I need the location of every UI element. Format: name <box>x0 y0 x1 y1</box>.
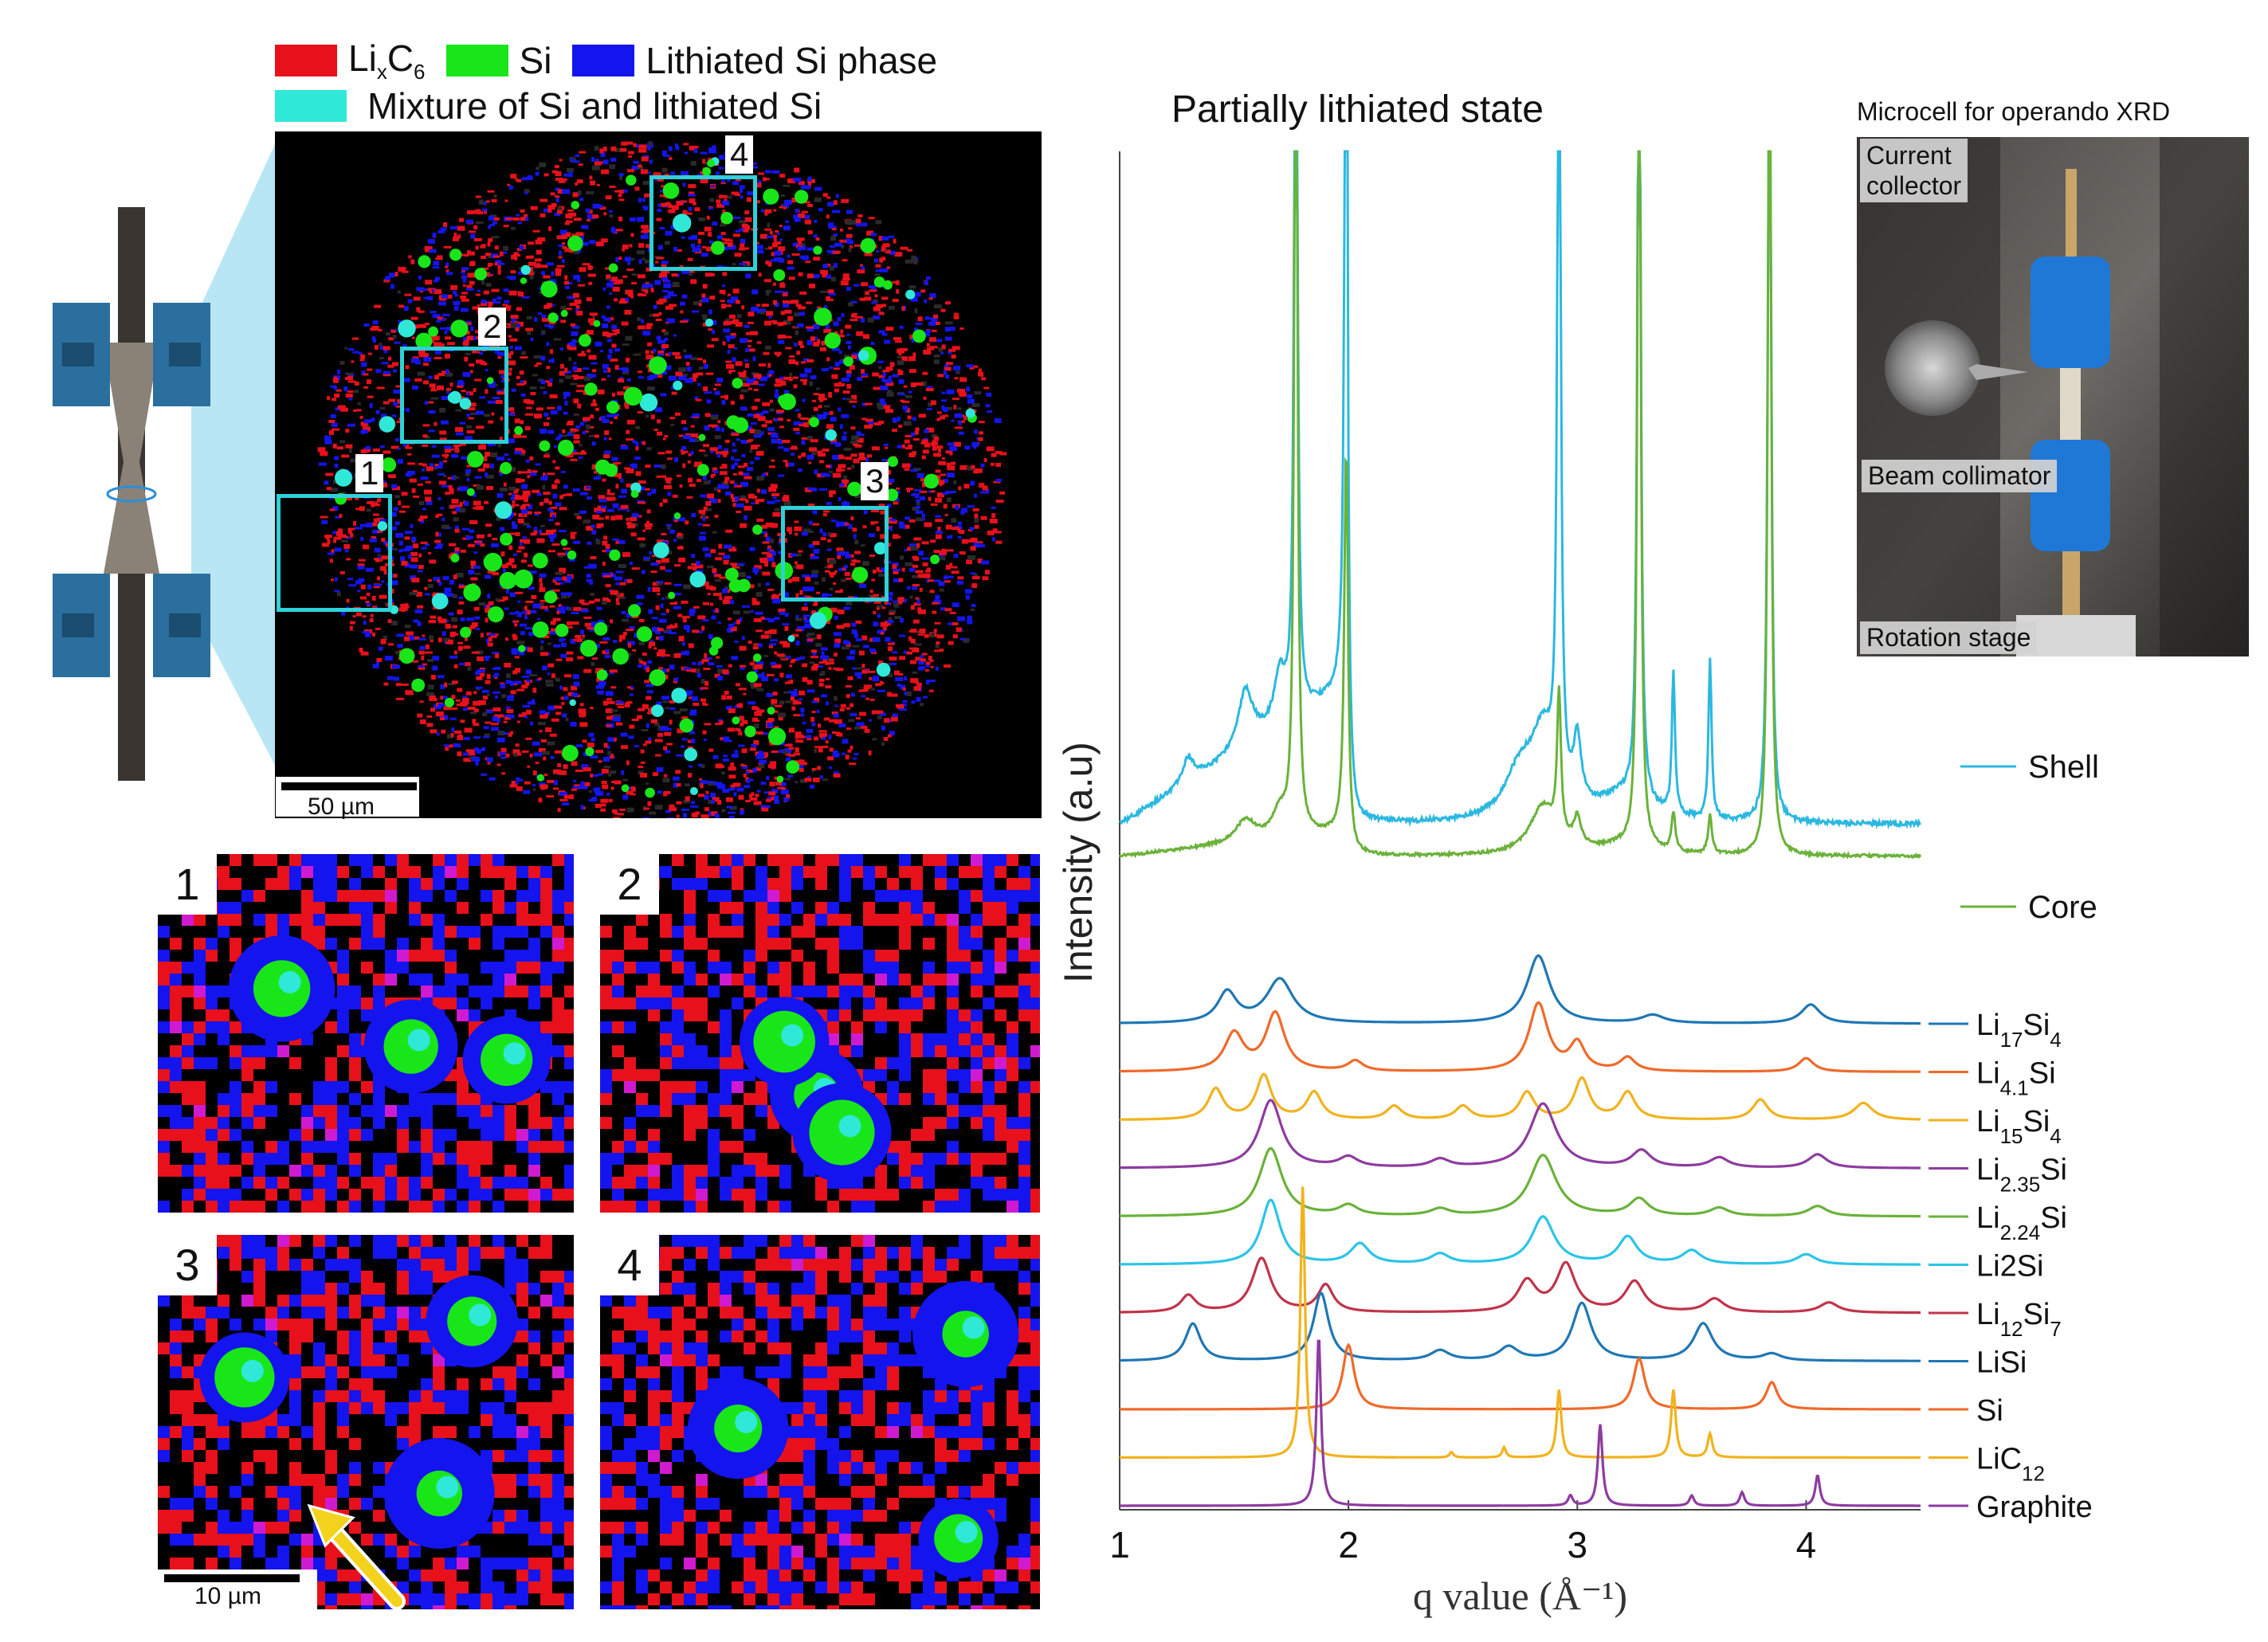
legend-swatch-mixture <box>275 90 347 122</box>
legend-item-lixc6: LixC6 <box>275 37 426 84</box>
tomography-map-image <box>317 141 1007 818</box>
legend-label-si: Si <box>519 40 552 82</box>
ref-legend-label-Graphite: Graphite <box>1976 1491 2093 1524</box>
ref-legend-label-Li2Si: Li2Si <box>1976 1250 2044 1283</box>
ref-line-Li2.24Si <box>1120 1146 1921 1218</box>
ref-line-Si <box>1120 1342 1921 1411</box>
schematic-lower-holder <box>53 574 210 677</box>
highlight-arrow <box>307 1503 406 1609</box>
inset-2-image <box>600 854 1040 1213</box>
schematic-upper-holder <box>53 303 210 406</box>
photo-label-beam-collimator: Beam collimator <box>1862 460 2058 492</box>
ref-legend-label-LiSi: LiSi <box>1976 1346 2027 1380</box>
inset-2: 2 <box>600 854 1040 1213</box>
zoom-label-2: 2 <box>478 308 507 346</box>
ref-legend-label-Li2.24Si: Li2.24Si <box>1976 1201 2067 1244</box>
ref-legend-label-Li2.35Si: Li2.35Si <box>1976 1154 2067 1197</box>
inset-4: 4 <box>600 1235 1040 1609</box>
ref-line-Li17Si4 <box>1120 954 1921 1025</box>
x-tick-label-2: 2 <box>1338 1524 1359 1566</box>
inset-label-2: 2 <box>600 854 659 915</box>
x-tick-label-4: 4 <box>1796 1524 1817 1566</box>
legend-swatch-lithiated <box>572 45 635 77</box>
ref-legend-label-Li17Si4: Li17Si4 <box>1976 1009 2062 1052</box>
legend-item-si: Si <box>445 39 552 82</box>
ref-line-Li12Si7 <box>1120 1256 1921 1315</box>
y-axis-label: Intensity (a.u) <box>1056 742 1101 983</box>
measured-legend-label-shell: Shell <box>2028 750 2099 785</box>
inset-4-image <box>600 1235 1040 1609</box>
ref-legend-label-Li4.1Si: Li4.1Si <box>1976 1057 2056 1100</box>
inset-label-4: 4 <box>600 1235 659 1295</box>
legend-item-lithiated: Lithiated Si phase <box>572 39 937 82</box>
zoom-label-4: 4 <box>725 135 754 174</box>
zoom-box-1 <box>277 494 392 612</box>
ref-line-Graphite <box>1120 1339 1921 1507</box>
legend-label-lithiated: Lithiated Si phase <box>645 40 938 82</box>
legend-label-lixc6: LixC6 <box>348 37 426 84</box>
x-axis-label: q value (Å⁻¹) <box>1413 1573 1627 1618</box>
ref-line-Li2.35Si <box>1120 1099 1921 1170</box>
measured-line-shell <box>1119 150 1921 830</box>
ref-legend-label-LiC12: LiC12 <box>1976 1443 2045 1486</box>
ref-line-Li2Si <box>1120 1198 1921 1266</box>
inset-1: 1 <box>158 854 574 1213</box>
inset-3: 3 10 µm <box>158 1235 574 1609</box>
inset-1-image <box>158 854 574 1213</box>
legend-row-1: LixC6 Si Lithiated Si phase <box>275 37 958 84</box>
ref-legend-label-Li12Si7: Li12Si7 <box>1976 1298 2062 1341</box>
microcell-photo: Current collector Beam collimator Rotati… <box>1857 137 2249 656</box>
zoom-fan <box>191 135 279 773</box>
photo-title: Microcell for operando XRD <box>1857 97 2171 126</box>
legend-row-2: Mixture of Si and lithiated Si <box>275 84 842 127</box>
chart-title: Partially lithiated state <box>1171 88 1544 131</box>
map-scale-bar <box>281 782 417 790</box>
photo-label-current-collector: Current collector <box>1860 139 1968 202</box>
x-tick-label-1: 1 <box>1109 1524 1130 1566</box>
zoom-box-4 <box>649 175 757 271</box>
ref-line-Li15Si4 <box>1120 1072 1921 1121</box>
x-tick-label-3: 3 <box>1567 1524 1587 1566</box>
legend-label-mixture: Mixture of Si and lithiated Si <box>367 85 822 127</box>
inset-scale-label: 10 µm <box>194 1583 261 1609</box>
measured-legend-label-core: Core <box>2028 890 2097 925</box>
photo-label-rotation-stage: Rotation stage <box>1860 621 2038 654</box>
inset-scale-bar <box>164 1574 300 1582</box>
measured-line-core <box>1118 150 1922 860</box>
microcell-photo-image <box>1857 137 2249 656</box>
zoom-box-2 <box>400 347 508 444</box>
zoom-label-1: 1 <box>355 454 384 492</box>
ref-legend-label-Si: Si <box>1976 1394 2003 1428</box>
inset-label-3: 3 <box>158 1235 217 1295</box>
zoom-box-3 <box>781 506 889 602</box>
legend-item-mixture: Mixture of Si and lithiated Si <box>275 84 822 127</box>
beam-ring <box>106 485 157 503</box>
ref-line-LiC12 <box>1120 1186 1921 1460</box>
ref-legend-label-Li15Si4: Li15Si4 <box>1976 1105 2062 1148</box>
microcell-schematic <box>53 135 279 781</box>
ref-line-Li4.1Si <box>1120 1001 1921 1073</box>
map-scale-label: 50 µm <box>308 794 375 820</box>
legend-swatch-si <box>445 45 508 77</box>
zoom-label-3: 3 <box>861 462 889 500</box>
ref-line-LiSi <box>1120 1291 1921 1362</box>
tomography-map <box>275 131 1042 818</box>
xrd-chart: 1 2 3 4 q value (Å⁻¹) Intensity (a.u) Li17Si4 L… <box>1056 150 2099 1618</box>
legend-swatch-lixc6 <box>275 45 337 77</box>
inset-label-1: 1 <box>158 854 217 915</box>
